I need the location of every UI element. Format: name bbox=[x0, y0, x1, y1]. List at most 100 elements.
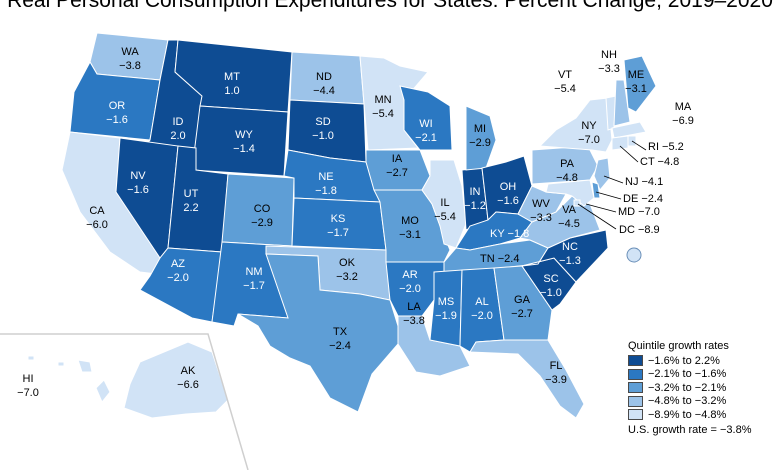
state-abbr: MN bbox=[374, 94, 391, 106]
state-wi[interactable] bbox=[399, 85, 453, 151]
state-abbr: NH bbox=[601, 49, 617, 61]
legend-swatch bbox=[628, 382, 643, 394]
state-label-ar: AR −2.0 bbox=[399, 269, 421, 295]
state-label-wv: WV −3.3 bbox=[530, 198, 552, 224]
state-value: −1.6 bbox=[127, 184, 149, 196]
state-abbr: NM bbox=[245, 266, 262, 278]
state-label-ms: MS −1.9 bbox=[435, 296, 457, 322]
us-growth-rate: U.S. growth rate = −3.8% bbox=[628, 423, 752, 436]
state-label-ga: GA −2.7 bbox=[511, 294, 533, 320]
legend-swatch bbox=[628, 355, 643, 367]
state-nh[interactable] bbox=[613, 79, 631, 127]
state-abbr: GA bbox=[514, 294, 531, 306]
state-label-ny: NY −7.0 bbox=[578, 120, 600, 146]
state-value: −7.0 bbox=[17, 387, 39, 399]
state-abbr: SD bbox=[315, 116, 330, 128]
state-ct[interactable] bbox=[611, 135, 629, 151]
state-label-in: IN −1.2 bbox=[464, 186, 486, 212]
state-abbr: AR bbox=[402, 269, 417, 281]
state-value: −2.7 bbox=[511, 308, 533, 320]
state-value: −1.7 bbox=[327, 227, 349, 239]
state-label-co: CO −2.9 bbox=[251, 203, 273, 229]
state-label-ct: CT −4.8 bbox=[640, 156, 679, 168]
legend-swatch bbox=[628, 409, 643, 421]
legend-item: −2.1% to −1.6% bbox=[628, 368, 778, 382]
state-fl[interactable] bbox=[469, 339, 585, 419]
state-label-nd: ND −4.4 bbox=[313, 71, 335, 97]
legend-item: −1.6% to 2.2% bbox=[628, 354, 778, 368]
state-abbr: OH bbox=[500, 181, 517, 193]
state-hi[interactable] bbox=[27, 355, 111, 403]
state-abbr: IN bbox=[470, 186, 481, 198]
state-label-ca: CA −6.0 bbox=[86, 205, 108, 231]
state-value: −4.5 bbox=[558, 218, 580, 230]
state-label-oh: OH −1.6 bbox=[497, 181, 519, 207]
state-ms[interactable] bbox=[429, 269, 463, 347]
state-il[interactable] bbox=[421, 159, 467, 249]
state-value: −6.9 bbox=[672, 115, 694, 127]
state-value: −1.8 bbox=[315, 185, 337, 197]
state-value: −3.3 bbox=[530, 212, 552, 224]
state-nj[interactable] bbox=[593, 157, 611, 191]
dc-callout-circle bbox=[626, 247, 642, 263]
state-label-id: ID 2.0 bbox=[170, 116, 185, 142]
state-label-il: IL −5.4 bbox=[434, 197, 456, 223]
state-value: −7.0 bbox=[578, 134, 600, 146]
state-abbr: WA bbox=[121, 46, 139, 58]
state-value: −2.0 bbox=[471, 310, 493, 322]
state-wy[interactable] bbox=[191, 105, 289, 177]
state-la[interactable] bbox=[397, 315, 471, 377]
state-tx[interactable] bbox=[237, 253, 399, 413]
state-abbr: HI bbox=[23, 373, 34, 385]
state-mi[interactable] bbox=[465, 105, 497, 171]
state-me[interactable] bbox=[623, 55, 657, 113]
state-value: −3.8 bbox=[119, 60, 141, 72]
state-label-wa: WA −3.8 bbox=[119, 46, 141, 72]
state-label-tn: TN −2.4 bbox=[480, 253, 519, 265]
state-label-hi: HI −7.0 bbox=[17, 373, 39, 399]
state-abbr: NY bbox=[581, 120, 597, 132]
state-abbr: NE bbox=[318, 171, 333, 183]
state-abbr: WV bbox=[532, 198, 550, 210]
state-abbr: PA bbox=[560, 158, 575, 170]
leader-line bbox=[577, 203, 617, 230]
state-label-mn: MN −5.4 bbox=[372, 94, 394, 120]
state-value: −5.4 bbox=[372, 108, 394, 120]
state-label-ak: AK −6.6 bbox=[177, 365, 199, 391]
state-abbr: NC bbox=[562, 241, 578, 253]
state-ny[interactable] bbox=[538, 97, 613, 153]
state-label-ia: IA −2.7 bbox=[386, 153, 408, 179]
legend-label: −8.9% to −4.8% bbox=[648, 408, 727, 421]
state-label-la: LA −3.8 bbox=[403, 301, 425, 327]
state-ar[interactable] bbox=[385, 261, 445, 317]
state-label-md: MD −7.0 bbox=[618, 206, 660, 218]
state-label-mo: MO −3.1 bbox=[399, 215, 421, 241]
state-label-de: DE −2.4 bbox=[623, 193, 663, 205]
state-abbr: WY bbox=[235, 129, 253, 141]
legend-swatch bbox=[628, 395, 643, 407]
state-labels: WA −3.8 OR −1.6 CA −6.0 ID 2.0 NV −1.6 MT 1.0 WY −1.4… bbox=[17, 46, 694, 399]
state-value: −2.9 bbox=[469, 137, 491, 149]
state-label-ne: NE −1.8 bbox=[315, 171, 337, 197]
state-value: −2.9 bbox=[251, 217, 273, 229]
state-de[interactable] bbox=[591, 181, 601, 199]
leader-line bbox=[619, 145, 639, 163]
state-value: −1.4 bbox=[233, 143, 255, 155]
state-value: −6.6 bbox=[177, 379, 199, 391]
state-abbr: ND bbox=[316, 71, 332, 83]
state-value: −2.7 bbox=[386, 167, 408, 179]
legend-swatch bbox=[628, 368, 643, 380]
state-ma[interactable] bbox=[611, 121, 647, 139]
state-label-nv: NV −1.6 bbox=[127, 170, 149, 196]
state-label-wi: WI −2.1 bbox=[415, 118, 437, 144]
state-value: −5.4 bbox=[434, 211, 456, 223]
state-ak[interactable] bbox=[123, 341, 229, 419]
state-value: −1.0 bbox=[540, 287, 562, 299]
state-ga[interactable] bbox=[493, 265, 553, 341]
state-abbr: AZ bbox=[171, 258, 185, 270]
state-value: −1.2 bbox=[464, 200, 486, 212]
state-abbr: MA bbox=[675, 101, 692, 113]
state-value: −1.7 bbox=[243, 280, 265, 292]
state-abbr: MI bbox=[474, 123, 486, 135]
state-value: −1.0 bbox=[312, 130, 334, 142]
